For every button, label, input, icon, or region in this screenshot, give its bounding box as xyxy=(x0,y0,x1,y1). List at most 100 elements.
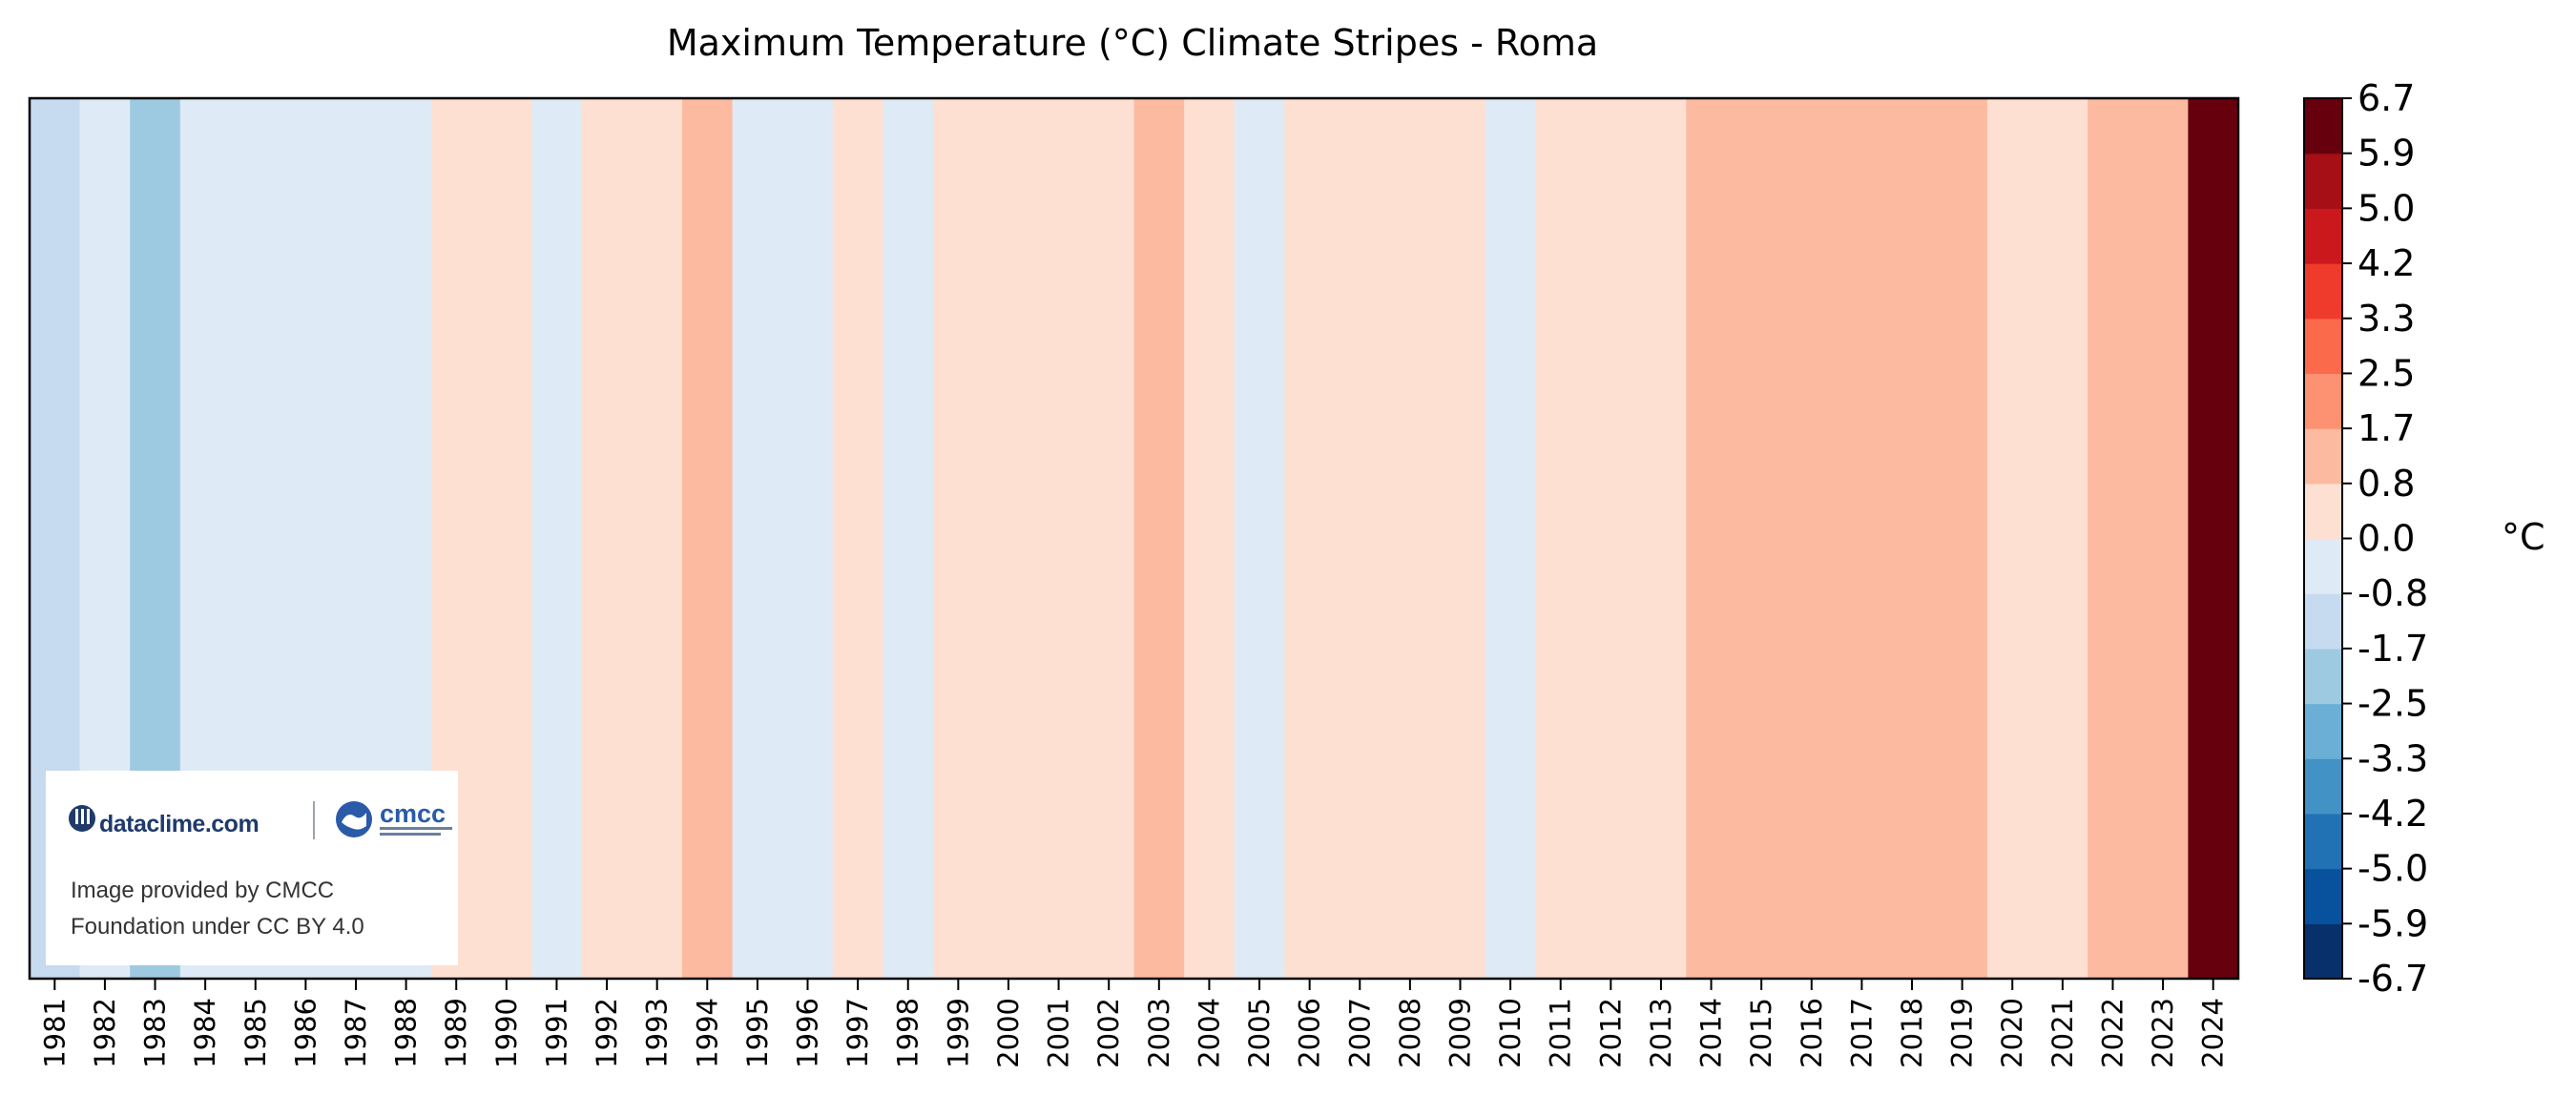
x-tick-label: 2022 xyxy=(2096,998,2129,1068)
stripe-2016 xyxy=(1786,98,1838,979)
x-tick-label: 1991 xyxy=(540,998,572,1068)
dataclime-logo-icon xyxy=(69,805,95,832)
x-tick-label: 1981 xyxy=(38,998,71,1068)
stripe-2002 xyxy=(1083,98,1135,979)
x-tick-label: 1992 xyxy=(591,998,623,1068)
x-tick-label: 2006 xyxy=(1294,998,1326,1068)
x-tick-label: 2009 xyxy=(1444,998,1476,1068)
colorbar-tick-label: -0.8 xyxy=(2358,572,2428,614)
stripe-2015 xyxy=(1735,98,1788,979)
x-tick-label: 2018 xyxy=(1896,998,1928,1068)
x-tick-label: 2017 xyxy=(1845,998,1878,1068)
x-tick-label: 2001 xyxy=(1043,998,1075,1068)
x-tick-label: 1987 xyxy=(340,998,372,1068)
stripe-2018 xyxy=(1886,98,1938,979)
colorbar-band xyxy=(2304,263,2342,320)
colorbar-band xyxy=(2304,153,2342,209)
x-tick-label: 2024 xyxy=(2197,998,2230,1068)
x-tick-label: 2000 xyxy=(992,998,1025,1068)
stripe-2022 xyxy=(2088,98,2139,979)
colorbar-band xyxy=(2304,208,2342,264)
x-tick-label: 1986 xyxy=(289,998,322,1068)
stripe-2001 xyxy=(1033,98,1085,979)
plot-frame xyxy=(28,96,2240,981)
x-tick-label: 2023 xyxy=(2147,998,2179,1068)
colorbar-band xyxy=(2304,428,2342,485)
stripe-2024 xyxy=(2188,98,2239,979)
colorbar-band xyxy=(2304,758,2342,815)
stripe-2010 xyxy=(1485,98,1537,979)
colorbar-tick-label: -3.3 xyxy=(2358,737,2428,779)
x-tick-label: 2020 xyxy=(1996,998,2028,1068)
cmcc-logo-subtext xyxy=(380,827,452,836)
stripe-2003 xyxy=(1133,98,1185,979)
stripe-2011 xyxy=(1535,98,1587,979)
stripe-2023 xyxy=(2137,98,2189,979)
stripe-2019 xyxy=(1937,98,1988,979)
stripe-1991 xyxy=(531,98,583,979)
x-tick-label: 1999 xyxy=(942,998,974,1068)
x-tick-label: 2016 xyxy=(1796,998,1828,1068)
colorbar-band xyxy=(2304,538,2342,594)
colorbar-tick-label: 3.3 xyxy=(2358,298,2415,340)
colorbar-band xyxy=(2304,98,2342,155)
stripe-2008 xyxy=(1384,98,1436,979)
stripe-1992 xyxy=(581,98,633,979)
stripe-1999 xyxy=(933,98,985,979)
colorbar-band xyxy=(2304,703,2342,759)
x-tick-label: 1998 xyxy=(892,998,924,1068)
stripe-2020 xyxy=(1986,98,2039,979)
x-tick-label: 2011 xyxy=(1545,998,1577,1068)
colorbar-tick-label: 0.0 xyxy=(2358,518,2415,560)
colorbar-tick-label: -5.9 xyxy=(2358,902,2428,944)
colorbar-tick-label: -2.5 xyxy=(2358,683,2428,725)
stripe-1998 xyxy=(883,98,934,979)
credit-line-1: Image provided by CMCC xyxy=(71,878,335,903)
x-tick-label: 2015 xyxy=(1745,998,1777,1068)
stripe-2005 xyxy=(1234,98,1285,979)
stripe-2006 xyxy=(1284,98,1336,979)
x-tick-label: 2002 xyxy=(1092,998,1125,1068)
colorbar-band xyxy=(2304,593,2342,650)
colorbar-tick-label: 1.7 xyxy=(2358,407,2415,449)
colorbar-band xyxy=(2304,868,2342,924)
cmcc-logo-text: cmcc xyxy=(380,799,447,828)
colorbar-band xyxy=(2304,923,2342,980)
x-tick-label: 2003 xyxy=(1143,998,1175,1068)
x-tick-label: 1982 xyxy=(89,998,121,1068)
stripe-2017 xyxy=(1837,98,1888,979)
x-tick-label: 2004 xyxy=(1193,998,1225,1068)
x-tick-label: 2014 xyxy=(1695,998,1728,1068)
x-tick-label: 1989 xyxy=(440,998,472,1068)
x-tick-label: 1984 xyxy=(189,998,221,1068)
chart-title: Maximum Temperature (°C) Climate Stripes… xyxy=(667,22,1598,64)
x-tick-label: 2008 xyxy=(1394,998,1426,1068)
stripe-1994 xyxy=(681,98,734,979)
stripe-2004 xyxy=(1184,98,1236,979)
logos: dataclime.com cmcc xyxy=(67,799,452,847)
stripe-1995 xyxy=(732,98,783,979)
x-tick-label: 2021 xyxy=(2046,998,2079,1068)
x-tick-label: 2007 xyxy=(1343,998,1376,1068)
x-tick-label: 1983 xyxy=(139,998,172,1068)
x-tick-label: 1994 xyxy=(691,998,723,1068)
stripe-1996 xyxy=(782,98,834,979)
x-tick-label: 1988 xyxy=(390,998,423,1068)
colorbar-tick-label: -4.2 xyxy=(2358,793,2428,835)
colorbar-tick-label: -5.0 xyxy=(2358,848,2428,890)
colorbar-tick-label: 0.8 xyxy=(2358,463,2415,505)
colorbar-tick-label: 6.7 xyxy=(2358,77,2415,119)
colorbar-tick-label: 5.9 xyxy=(2358,133,2415,175)
colorbar-band xyxy=(2304,648,2342,705)
x-tick-label: 1990 xyxy=(490,998,523,1068)
colorbar-tick-label: 5.0 xyxy=(2358,187,2415,229)
colorbar-tick-label: -6.7 xyxy=(2358,958,2428,1000)
credit-box: dataclime.com cmcc Image provided by CMC… xyxy=(46,771,458,965)
colorbar xyxy=(2304,98,2342,980)
x-tick-label: 2012 xyxy=(1594,998,1627,1068)
colorbar-band xyxy=(2304,813,2342,870)
x-tick-label: 2010 xyxy=(1494,998,1527,1068)
colorbar-band xyxy=(2304,483,2342,540)
x-axis: 1981 1982 1983 1984 1985 1986 1987 1988 1989 1990… xyxy=(38,979,2230,1068)
stripe-1990 xyxy=(481,98,532,979)
